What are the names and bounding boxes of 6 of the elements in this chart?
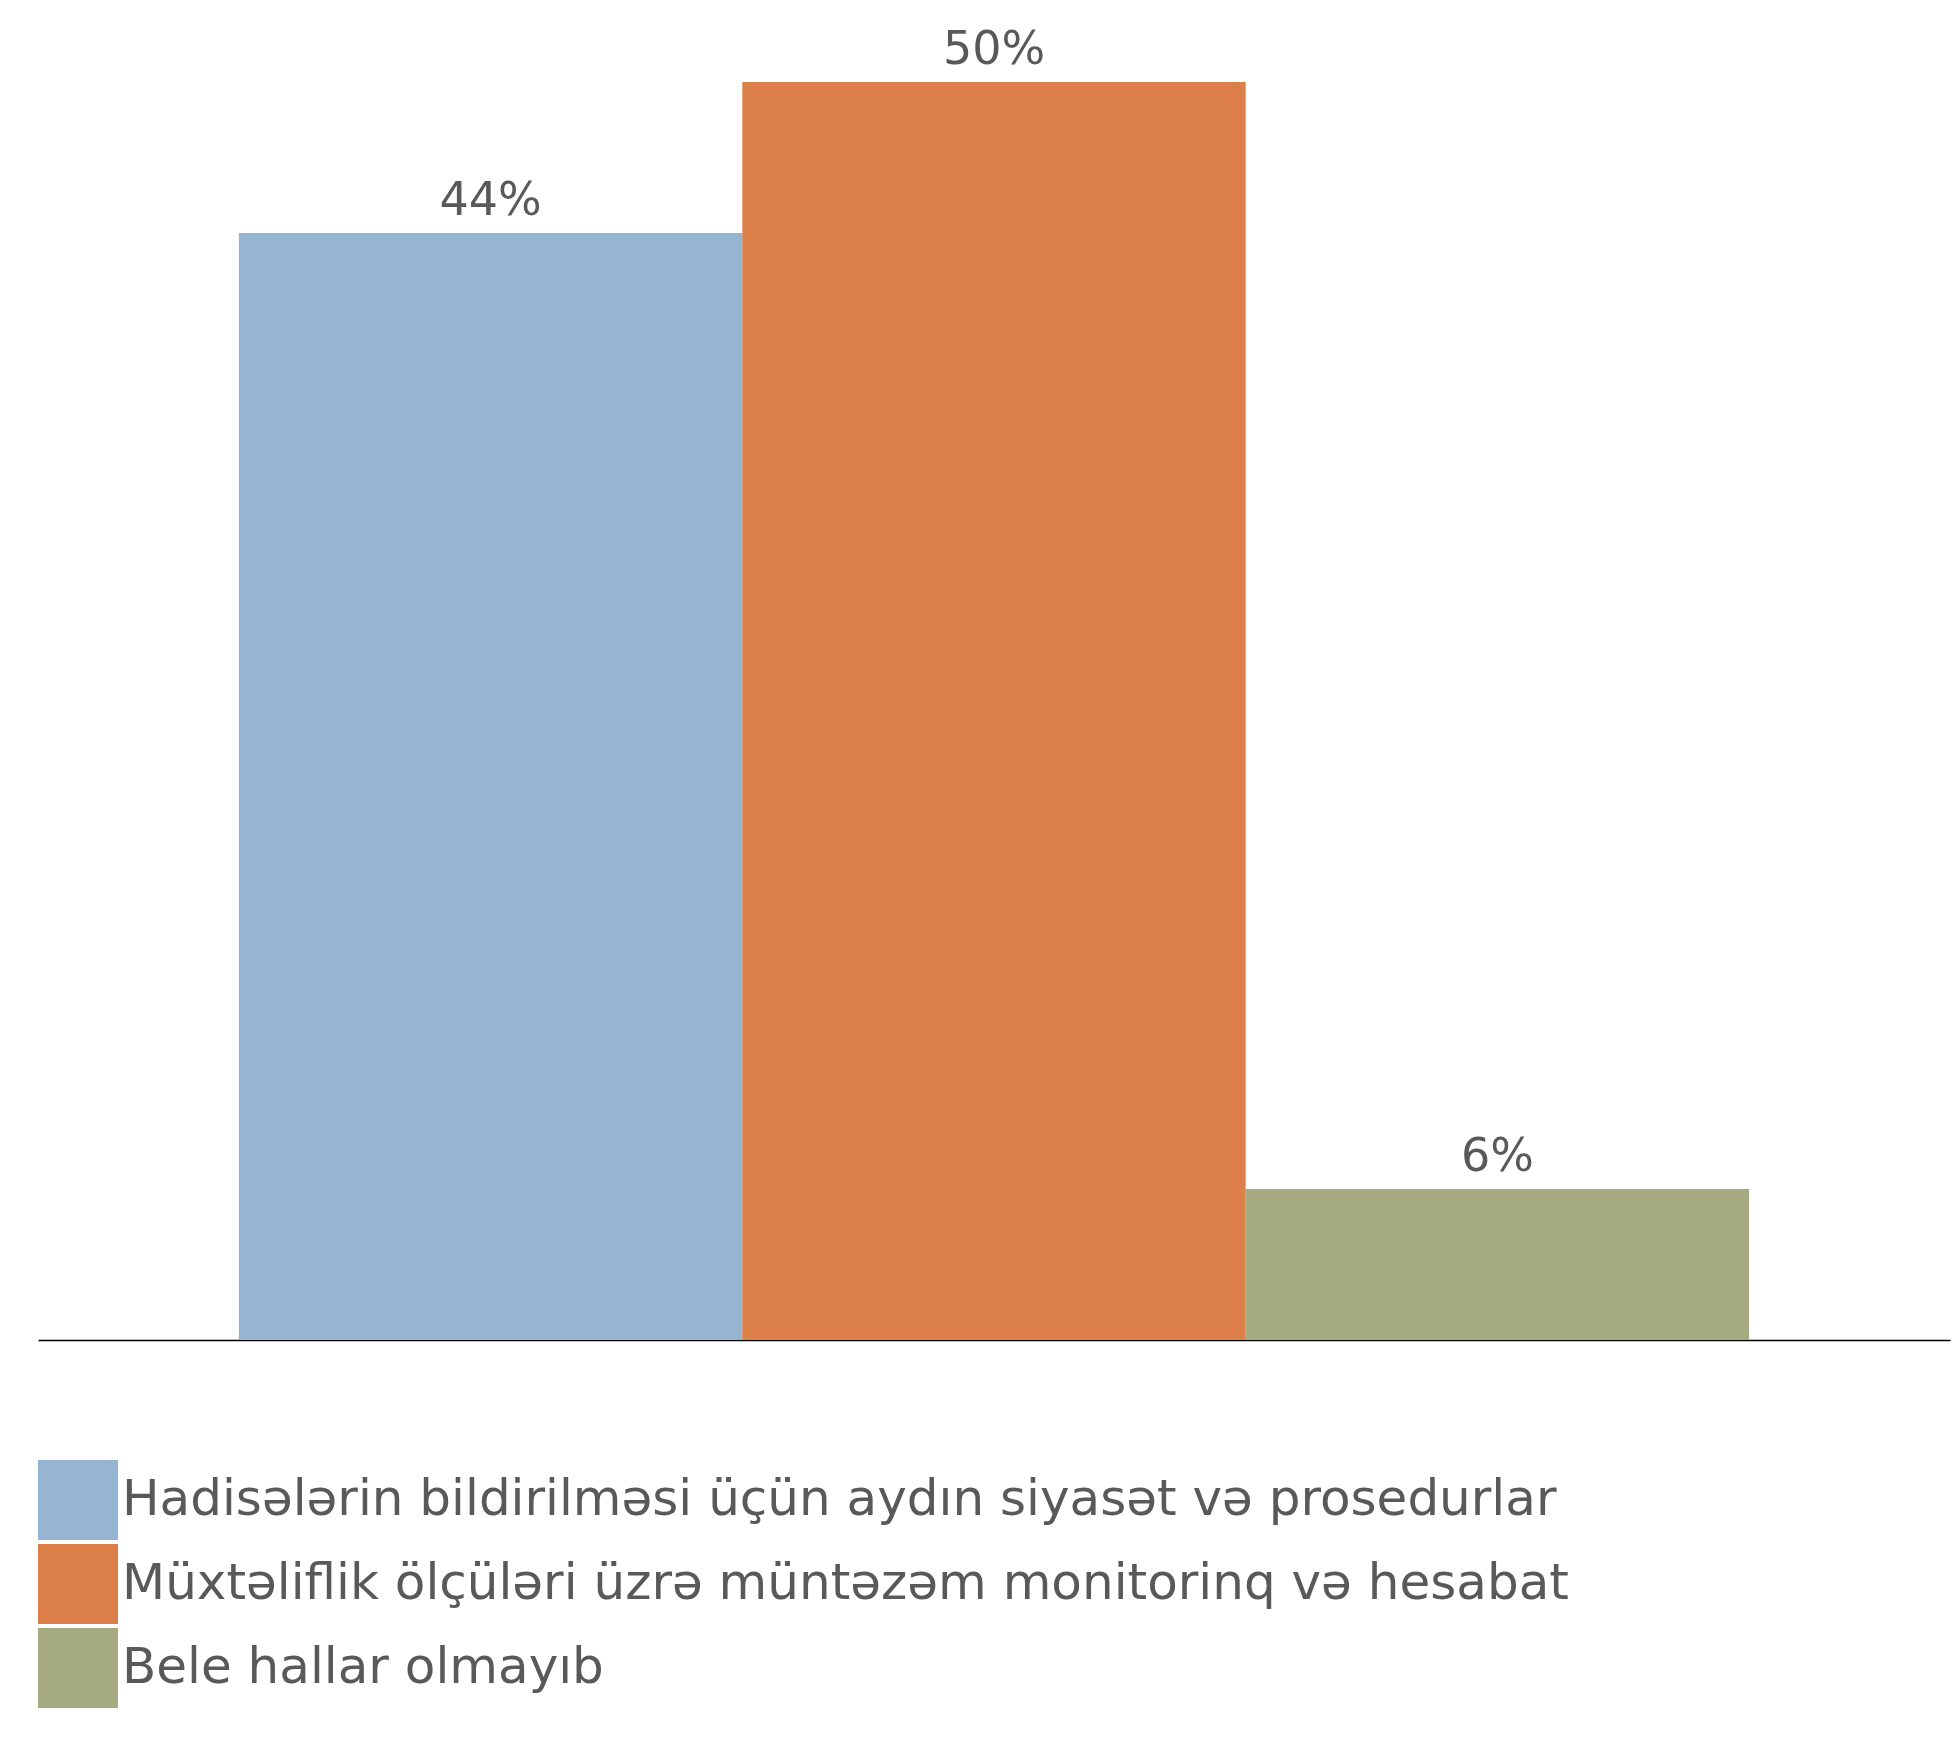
legend-label: Müxtəliflik ölçüləri üzrə müntəzəm monitorinq və hesabat [122, 1553, 1569, 1611]
data-label: 44% [439, 171, 542, 226]
data-label: 50% [942, 21, 1046, 75]
data-label: 6% [1460, 1128, 1534, 1183]
legend-label: Hadisələrin bildirilməsi üçün aydın siyasət və prosedurlar [122, 1469, 1557, 1527]
legend-label: Bele hallar olmayıb [122, 1637, 604, 1695]
